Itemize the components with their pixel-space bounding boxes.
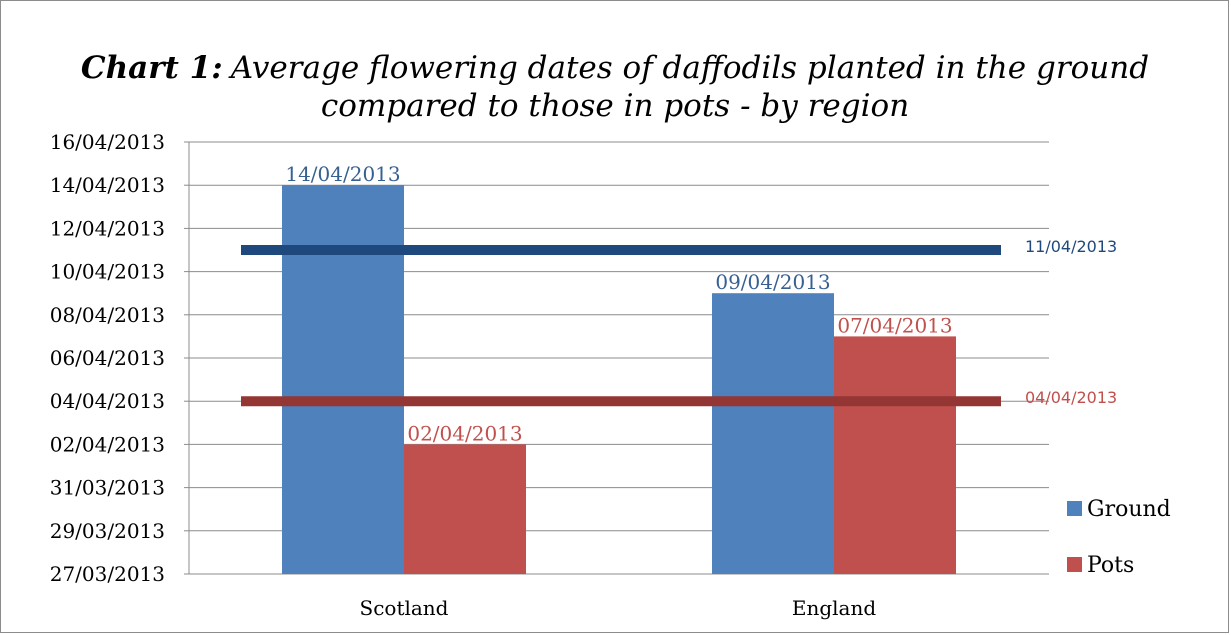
data-labels: 14/04/2013 02/04/2013 09/04/2013 07/04/2013 [285,162,952,445]
y-tick-label: 04/04/2013 [50,389,165,413]
legend: Ground Pots [1067,497,1171,578]
legend-label-ground: Ground [1087,497,1171,522]
reference-line-label: 11/04/2013 [1025,237,1117,256]
data-label: 09/04/2013 [715,270,830,294]
x-category-label: England [792,596,876,620]
y-tick-label: 08/04/2013 [50,303,165,327]
y-tick-label: 06/04/2013 [50,346,165,370]
chart-title-text: Average flowering dates of daffodils pla… [228,50,1149,86]
y-axis-ticks: 27/03/2013 29/03/2013 31/03/2013 02/04/2013… [50,130,165,586]
x-axis-categories: Scotland England [360,596,877,620]
y-tick-label: 29/03/2013 [50,519,165,543]
data-label: 07/04/2013 [837,313,952,337]
bar-ground-scotland [282,185,404,574]
legend-swatch-pots [1067,557,1082,572]
legend-label-pots: Pots [1087,553,1134,578]
x-category-label: Scotland [360,596,449,620]
legend-swatch-ground [1067,501,1082,516]
reference-line-label: 04/04/2013 [1025,388,1117,407]
y-tick-label: 16/04/2013 [50,130,165,154]
y-tick-label: 27/03/2013 [50,562,165,586]
bars [282,185,956,574]
y-tick-label: 10/04/2013 [50,260,165,284]
bar-pots-scotland [404,444,526,574]
bar-pots-england [834,336,956,574]
chart-title-line-2: compared to those in pots - by region [321,88,909,124]
chart-title-line-1: Chart 1: Average flowering dates of daffo… [81,50,1149,86]
y-tick-label: 14/04/2013 [50,173,165,197]
data-label: 14/04/2013 [285,162,400,186]
chart-title-prefix: Chart 1: [81,50,223,86]
y-tick-label: 02/04/2013 [50,432,165,456]
y-tick-label: 31/03/2013 [50,476,165,500]
data-label: 02/04/2013 [407,421,522,445]
reference-lines: 11/04/2013 04/04/2013 [241,237,1117,407]
bar-ground-england [712,293,834,574]
y-tick-label: 12/04/2013 [50,216,165,240]
